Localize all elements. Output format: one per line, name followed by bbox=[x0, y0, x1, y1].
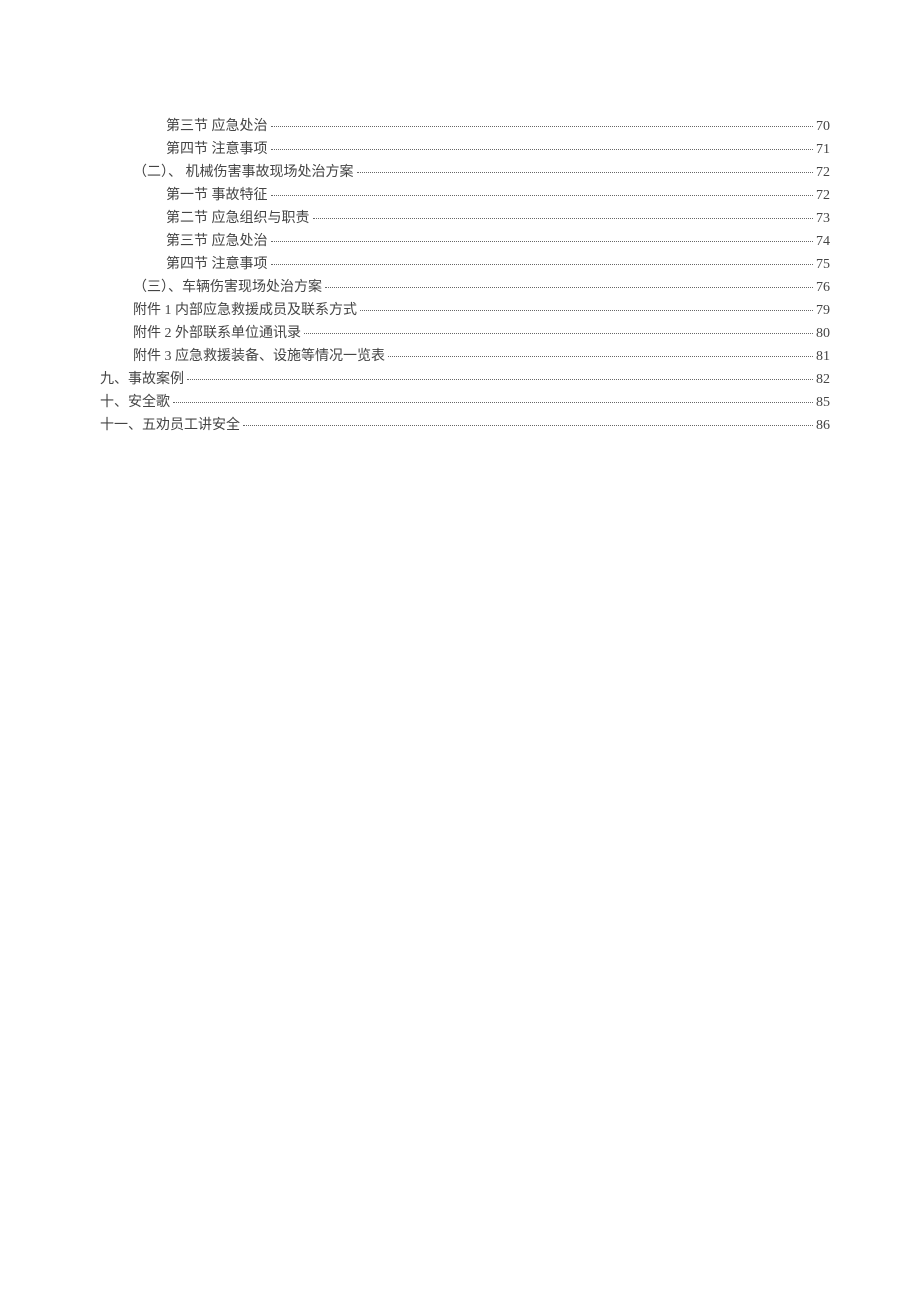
toc-label: 第一节 事故特征 bbox=[166, 184, 268, 207]
toc-label: （二）、 机械伤害事故现场处治方案 bbox=[133, 161, 354, 184]
toc-dots bbox=[325, 287, 813, 288]
toc-entry: （二）、 机械伤害事故现场处治方案 72 bbox=[100, 161, 830, 184]
toc-label: 附件 2 外部联系单位通讯录 bbox=[133, 322, 301, 345]
toc-label: 十一、五劝员工讲安全 bbox=[100, 414, 240, 437]
toc-page-number: 82 bbox=[816, 368, 830, 391]
toc-page-number: 75 bbox=[816, 253, 830, 276]
toc-entry: 附件 3 应急救援装备、设施等情况一览表 81 bbox=[100, 345, 830, 368]
toc-entry: 第二节 应急组织与职责 73 bbox=[100, 207, 830, 230]
toc-dots bbox=[271, 195, 814, 196]
toc-page-number: 73 bbox=[816, 207, 830, 230]
toc-page-number: 71 bbox=[816, 138, 830, 161]
toc-label: 附件 1 内部应急救援成员及联系方式 bbox=[133, 299, 357, 322]
table-of-contents: 第三节 应急处治70第四节 注意事项71（二）、 机械伤害事故现场处治方案72第… bbox=[100, 115, 830, 437]
toc-dots bbox=[360, 310, 813, 311]
toc-entry: 十一、五劝员工讲安全 86 bbox=[100, 414, 830, 437]
toc-label: （三）、车辆伤害现场处治方案 bbox=[133, 276, 322, 299]
toc-entry: 附件 2 外部联系单位通讯录 80 bbox=[100, 322, 830, 345]
toc-page-number: 72 bbox=[816, 161, 830, 184]
toc-label: 第三节 应急处治 bbox=[166, 115, 268, 138]
toc-label: 十、安全歌 bbox=[100, 391, 170, 414]
toc-entry: 第三节 应急处治 70 bbox=[100, 115, 830, 138]
toc-label: 第三节 应急处治 bbox=[166, 230, 268, 253]
toc-dots bbox=[243, 425, 813, 426]
toc-label: 第四节 注意事项 bbox=[166, 253, 268, 276]
toc-entry: 九、事故案例 82 bbox=[100, 368, 830, 391]
toc-dots bbox=[271, 264, 814, 265]
toc-dots bbox=[388, 356, 813, 357]
toc-page-number: 80 bbox=[816, 322, 830, 345]
toc-label: 第二节 应急组织与职责 bbox=[166, 207, 310, 230]
toc-dots bbox=[271, 149, 814, 150]
toc-label: 九、事故案例 bbox=[100, 368, 184, 391]
toc-entry: 第三节 应急处治 74 bbox=[100, 230, 830, 253]
toc-entry: 十、安全歌 85 bbox=[100, 391, 830, 414]
toc-page-number: 86 bbox=[816, 414, 830, 437]
toc-entry: 第四节 注意事项 75 bbox=[100, 253, 830, 276]
toc-page-number: 70 bbox=[816, 115, 830, 138]
toc-dots bbox=[187, 379, 813, 380]
toc-dots bbox=[313, 218, 814, 219]
toc-entry: 第四节 注意事项 71 bbox=[100, 138, 830, 161]
toc-page-number: 76 bbox=[816, 276, 830, 299]
toc-dots bbox=[173, 402, 813, 403]
toc-page-number: 81 bbox=[816, 345, 830, 368]
toc-page-number: 74 bbox=[816, 230, 830, 253]
toc-dots bbox=[271, 126, 814, 127]
toc-dots bbox=[304, 333, 813, 334]
toc-entry: （三）、车辆伤害现场处治方案 76 bbox=[100, 276, 830, 299]
toc-entry: 第一节 事故特征 72 bbox=[100, 184, 830, 207]
toc-page-number: 79 bbox=[816, 299, 830, 322]
toc-page-number: 72 bbox=[816, 184, 830, 207]
toc-entry: 附件 1 内部应急救援成员及联系方式 79 bbox=[100, 299, 830, 322]
toc-label: 第四节 注意事项 bbox=[166, 138, 268, 161]
toc-label: 附件 3 应急救援装备、设施等情况一览表 bbox=[133, 345, 385, 368]
toc-dots bbox=[271, 241, 814, 242]
toc-dots bbox=[357, 172, 814, 173]
toc-page-number: 85 bbox=[816, 391, 830, 414]
